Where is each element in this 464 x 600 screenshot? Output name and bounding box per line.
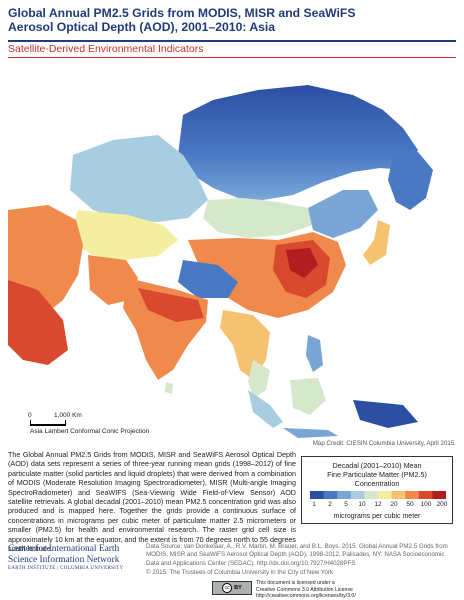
sri-lanka <box>165 382 173 394</box>
scale-tick-left <box>30 420 31 426</box>
legend-tick-label: 20 <box>390 501 398 508</box>
legend-unit: micrograms per cubic meter <box>333 513 421 520</box>
southeast-asia-region <box>220 310 270 380</box>
data-source-text: Data Source: van Donkelaar, A., R.V. Mar… <box>146 543 448 567</box>
legend-swatch <box>405 491 420 499</box>
central-asia-south <box>68 210 178 260</box>
legend-title-line2: Fine Particulate Matter (PM2.5) <box>327 470 427 479</box>
scale-distance-label: 1,000 Km <box>54 412 82 419</box>
copyright-text: © 2015. The Trustees of Columbia Univers… <box>146 569 334 576</box>
indo-gangetic-plain <box>138 288 204 322</box>
legend-swatch <box>391 491 406 499</box>
philippines-region <box>306 335 323 372</box>
legend-box: Decadal (2001–2010) Mean Fine Particulat… <box>301 456 453 524</box>
legend-tick-label: 5 <box>344 501 348 508</box>
pm25-map <box>8 60 456 440</box>
siberia-region <box>178 85 418 200</box>
description-text: The Global Annual PM2.5 Grids from MODIS… <box>8 450 296 554</box>
legend-color-ramp <box>310 491 446 499</box>
borneo-region <box>290 378 326 415</box>
cc-badge-label: BY <box>234 585 242 591</box>
title-rule <box>8 40 456 42</box>
northeast-region <box>308 190 378 238</box>
asia-map-graphic <box>8 85 433 438</box>
cc-icon: cc <box>222 583 233 593</box>
license-line2: Creative Commons 3.0 Attribution License <box>256 586 353 593</box>
ciesin-line2: Science Information Network <box>8 554 120 565</box>
legend-title-line1: Decadal (2001–2010) Mean <box>332 461 422 470</box>
north-china-plain <box>286 248 318 278</box>
scale-bar: 0 1,000 Km <box>18 412 178 432</box>
far-east-region <box>388 152 433 210</box>
legend-title-line3: Concentration <box>354 479 400 488</box>
legend-swatch <box>310 491 325 499</box>
legend-tick-label: 2 <box>328 501 332 508</box>
license-line3: http://creativecommons.org/licenses/by/3… <box>256 593 356 599</box>
map-title-line1: Global Annual PM2.5 Grids from MODIS, MI… <box>8 6 356 20</box>
subtitle-rule <box>8 57 456 58</box>
pakistan-region <box>88 255 138 305</box>
map-credit: Map Credit: CIESIN Columbia University, … <box>312 440 456 447</box>
legend-tick-label: 1 <box>312 501 316 508</box>
legend-swatch <box>350 491 365 499</box>
legend-tick-label: 12 <box>374 501 382 508</box>
legend-swatch <box>364 491 379 499</box>
central-asia-region <box>70 135 208 222</box>
indochina-south <box>248 360 270 398</box>
legend-swatch <box>337 491 352 499</box>
ciesin-line1: Center for International Earth <box>8 544 120 554</box>
new-guinea-region <box>353 400 418 428</box>
cc-license-badge: cc BY <box>212 581 252 595</box>
legend-tick-labels: 1 2 5 10 12 20 50 100 200 <box>310 501 448 511</box>
legend-tick-label: 200 <box>436 501 448 508</box>
ciesin-line3: EARTH INSTITUTE | COLUMBIA UNIVERSITY <box>8 566 124 571</box>
mongolia-region <box>203 198 313 238</box>
map-title-line2: Aerosol Optical Depth (AOD), 2001–2010: … <box>8 20 276 34</box>
projection-label: Asia Lambert Conformal Conic Projection <box>30 428 150 435</box>
legend-tick-label: 10 <box>358 501 366 508</box>
title-block: Global Annual PM2.5 Grids from MODIS, MI… <box>8 6 456 34</box>
map-subtitle: Satellite-Derived Environmental Indicato… <box>8 43 204 55</box>
legend-swatch <box>378 491 393 499</box>
legend-title: Decadal (2001–2010) Mean Fine Particulat… <box>302 461 452 488</box>
arabia-region <box>8 280 68 365</box>
legend-swatch <box>418 491 433 499</box>
sumatra-region <box>248 390 283 428</box>
java-region <box>283 428 338 438</box>
legend-swatch <box>432 491 446 499</box>
tibet-region <box>178 260 238 298</box>
legend-tick-label: 50 <box>406 501 414 508</box>
ciesin-logo: Center for International Earth Science I… <box>8 544 138 571</box>
japan-region <box>363 220 390 265</box>
legend-tick-label: 100 <box>420 501 432 508</box>
legend-swatch <box>323 491 338 499</box>
scale-line <box>30 424 66 426</box>
license-text: This document is licensed under a Creati… <box>256 580 356 600</box>
license-line1: This document is licensed under a <box>256 580 335 586</box>
scale-tick-right <box>65 420 66 426</box>
scale-zero-label: 0 <box>28 412 32 419</box>
